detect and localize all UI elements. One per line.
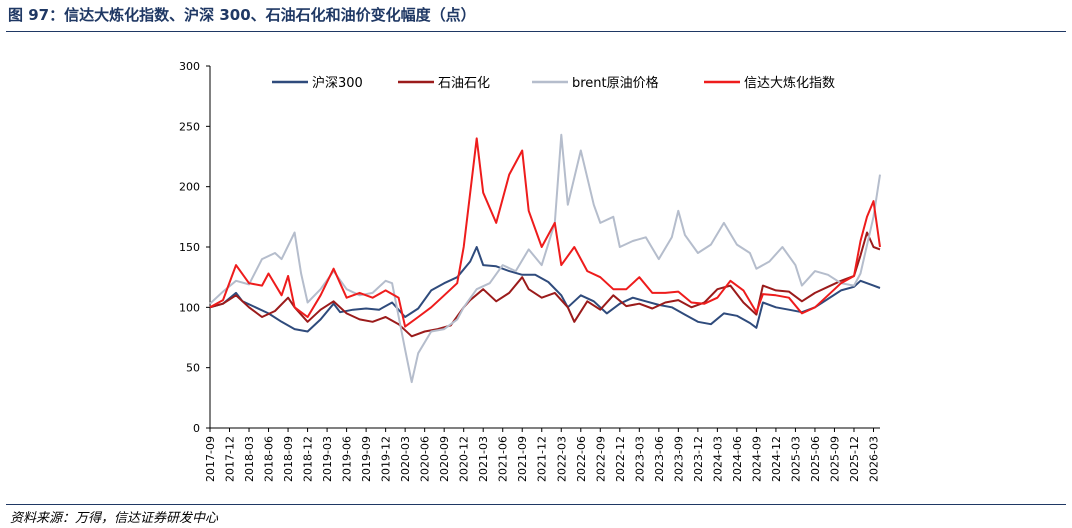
legend-label-3: 信达大炼化指数 (744, 76, 835, 91)
x-tick-label: 2018-12 (302, 436, 315, 482)
x-tick-label: 2024-06 (731, 436, 744, 482)
x-tick-label: 2019-03 (321, 436, 334, 482)
x-tick-label: 2021-09 (516, 436, 529, 482)
series-line-0 (209, 246, 881, 333)
x-tick-label: 2019-06 (341, 436, 354, 482)
title-rule (6, 31, 1066, 32)
series-line-3 (209, 137, 881, 328)
x-tick-label: 2018-09 (282, 436, 295, 482)
x-tick-label: 2021-12 (536, 436, 549, 482)
x-tick-label: 2026-03 (867, 436, 880, 482)
x-tick-label: 2022-03 (555, 436, 568, 482)
x-tick-label: 2019-09 (360, 436, 373, 482)
x-tick-label: 2023-06 (653, 436, 666, 482)
y-tick-label: 300 (179, 60, 200, 73)
x-tick-label: 2022-09 (594, 436, 607, 482)
x-tick-label: 2024-09 (750, 436, 763, 482)
x-tick-label: 2021-06 (497, 436, 510, 482)
x-tick-label: 2021-03 (477, 436, 490, 482)
x-tick-label: 2017-09 (204, 436, 217, 482)
x-tick-label: 2022-12 (614, 436, 627, 482)
x-tick-label: 2023-03 (633, 436, 646, 482)
x-tick-label: 2018-06 (263, 436, 276, 482)
x-tick-label: 2023-12 (692, 436, 705, 482)
series-line-2 (209, 133, 881, 384)
y-tick-label: 50 (186, 362, 200, 375)
x-tick-label: 2024-12 (770, 436, 783, 482)
x-tick-label: 2025-09 (828, 436, 841, 482)
x-tick-label: 2022-06 (575, 436, 588, 482)
x-tick-label: 2025-06 (809, 436, 822, 482)
y-tick-label: 200 (179, 181, 200, 194)
source-note: 资料来源：万得，信达证券研发中心 (10, 511, 219, 526)
x-tick-label: 2020-09 (438, 436, 451, 482)
x-tick-label: 2020-12 (458, 436, 471, 482)
x-tick-label: 2024-03 (711, 436, 724, 482)
x-tick-label: 2020-03 (399, 436, 412, 482)
legend-label-2: brent原油价格 (572, 75, 659, 91)
x-tick-label: 2025-03 (789, 436, 802, 482)
x-tick-label: 2023-09 (672, 436, 685, 482)
x-tick-label: 2019-12 (380, 436, 393, 482)
y-tick-label: 150 (179, 241, 200, 254)
y-tick-label: 0 (193, 422, 200, 435)
legend-label-0: 沪深300 (312, 75, 363, 91)
y-tick-label: 100 (179, 301, 200, 314)
series-line-1 (209, 231, 881, 338)
legend-label-1: 石油石化 (438, 76, 490, 91)
x-tick-label: 2018-03 (243, 436, 256, 482)
figure-title: 图 97：信达大炼化指数、沪深 300、石油石化和油价变化幅度（点） (8, 6, 476, 24)
x-tick-label: 2020-06 (419, 436, 432, 482)
y-tick-label: 250 (179, 120, 200, 133)
source-rule (6, 504, 1066, 505)
x-tick-label: 2017-12 (224, 436, 237, 482)
x-tick-label: 2025-12 (848, 436, 861, 482)
